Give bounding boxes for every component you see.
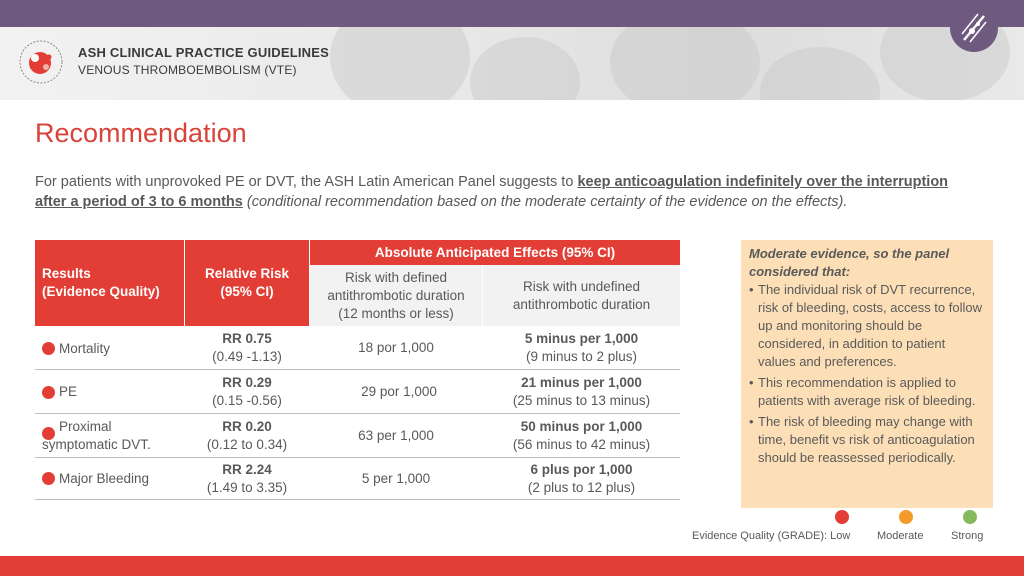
panel-bullet: The individual risk of DVT recurrence, r… xyxy=(749,281,985,371)
outcome-proximal-dvt: Proximal symptomatic DVT. xyxy=(42,418,151,452)
panel-title: Moderate evidence, so the panel consider… xyxy=(749,246,950,279)
legend-dot-low xyxy=(835,510,849,524)
defined-pe: 29 por 1,000 xyxy=(361,383,437,399)
legend-label-strong: Strong xyxy=(951,530,984,542)
guidelines-title: ASH CLINICAL PRACTICE GUIDELINES xyxy=(78,45,330,60)
legend-dot-moderate xyxy=(899,510,913,524)
header-absolute-effects: Absolute Anticipated Effects (95% CI) xyxy=(310,240,680,265)
rr-pe: RR 0.29 (0.15 -0.56) xyxy=(212,374,282,408)
rr-major-bleeding: RR 2.24 (1.49 to 3.35) xyxy=(206,461,288,495)
panel-bullets: The individual risk of DVT recurrence, r… xyxy=(749,281,985,467)
quality-dot-low xyxy=(42,427,55,440)
considerations-panel: Moderate evidence, so the panel consider… xyxy=(741,240,993,508)
recommendation-emphasis: keep anticoagulation indefinitely over t… xyxy=(35,174,949,210)
legend-label-moderate: Moderate xyxy=(877,530,924,542)
quality-dot-low xyxy=(42,342,55,355)
bottom-bar xyxy=(0,556,1024,576)
page-title: Recommendation xyxy=(35,118,247,148)
header-banner: ASH CLINICAL PRACTICE GUIDELINES VENOUS … xyxy=(0,27,1024,100)
recommendation-qualifier: (conditional recommendation based on the… xyxy=(246,194,848,210)
undefined-pe: 21 minus per 1,000 (25 minus to 13 minus) xyxy=(512,374,651,408)
legend-dot-strong xyxy=(963,510,977,524)
legend-label-low: Evidence Quality (GRADE): Low xyxy=(692,530,851,542)
undefined-mortality: 5 minus per 1,000 (9 minus to 2 plus) xyxy=(524,331,639,364)
panel-bullet: This recommendation is applied to patien… xyxy=(749,374,985,410)
rr-mortality: RR 0.75 (0.49 -1.13) xyxy=(212,331,282,364)
rr-proximal-dvt: RR 0.20 (0.12 to 0.34) xyxy=(206,418,288,452)
header-results: Results (Evidence Quality) xyxy=(35,240,184,326)
outcome-mortality: Mortality xyxy=(59,340,111,356)
undefined-proximal-dvt: 50 minus por 1,000 (56 minus to 42 minus) xyxy=(512,418,651,452)
guidelines-subtitle: VENOUS THROMBOEMBOLISM (VTE) xyxy=(78,63,297,77)
row-divider xyxy=(35,457,680,458)
defined-mortality: 18 por 1,000 xyxy=(358,340,434,355)
header-relative-risk: Relative Risk (95% CI) xyxy=(185,240,309,326)
row-divider xyxy=(35,413,680,414)
defined-major-bleeding: 5 per 1,000 xyxy=(361,470,431,486)
ash-logo-icon xyxy=(19,40,63,84)
corner-badge xyxy=(950,4,998,52)
quality-dot-low xyxy=(42,386,55,399)
top-bar xyxy=(0,0,1024,27)
row-divider xyxy=(35,499,680,500)
evidence-table: Results (Evidence Quality) Relative Risk… xyxy=(35,240,680,500)
header-undefined-duration: Risk with undefined antithrombotic durat… xyxy=(483,265,680,326)
quality-dot-low xyxy=(42,472,55,485)
recommendation-text: For patients with unprovoked PE or DVT, … xyxy=(35,172,965,212)
defined-proximal-dvt: 63 per 1,000 xyxy=(358,427,434,443)
outcome-pe: PE xyxy=(59,384,78,399)
blood-vessel-icon xyxy=(961,13,987,43)
undefined-major-bleeding: 6 plus por 1,000 (2 plus to 12 plus) xyxy=(527,461,636,495)
outcome-major-bleeding: Major Bleeding xyxy=(59,471,150,486)
panel-bullet: The risk of bleeding may change with tim… xyxy=(749,413,985,467)
recommendation-intro: For patients with unprovoked PE or DVT, … xyxy=(35,174,578,190)
row-divider xyxy=(35,369,680,370)
header-defined-duration: Risk with defined antithrombotic duratio… xyxy=(310,265,482,326)
